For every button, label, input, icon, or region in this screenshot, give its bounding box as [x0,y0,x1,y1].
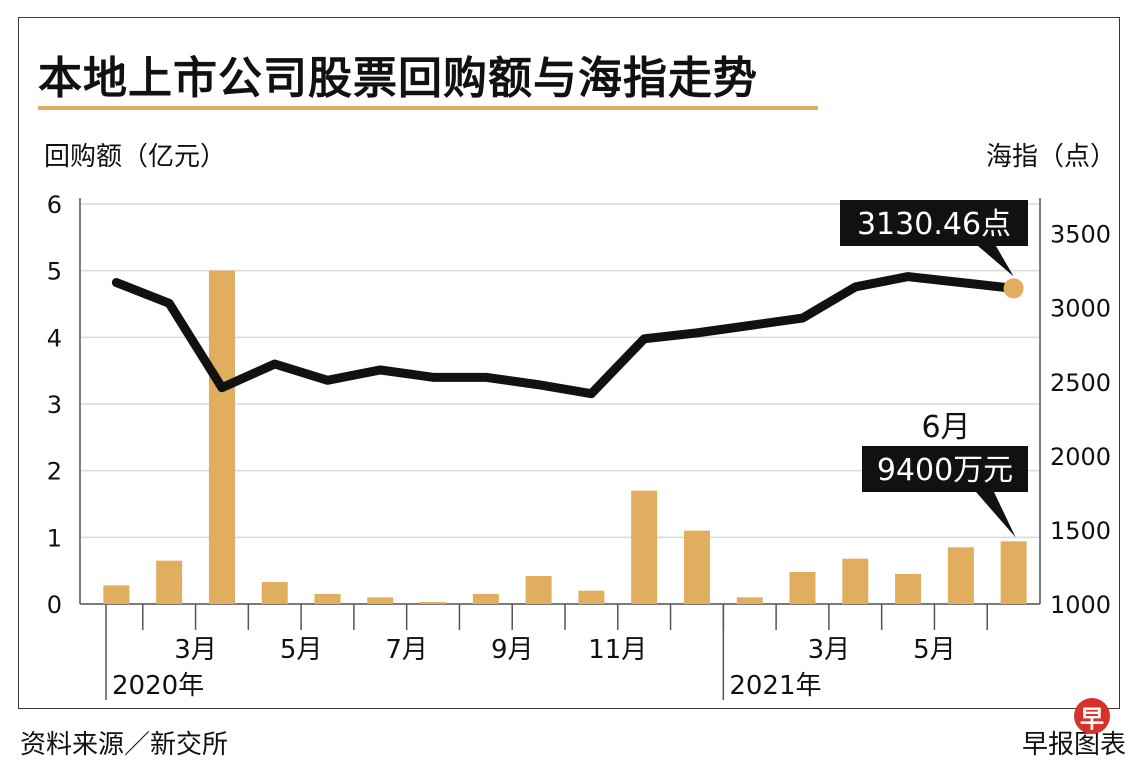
chart-frame [18,17,1120,709]
x-tick-label: 3月 [808,635,851,665]
x-tick-label: 7月 [385,635,428,665]
x-tick-label: 5月 [280,635,323,665]
year-label: 2021年 [729,671,821,701]
x-tick-label: 5月 [913,635,956,665]
bar [472,594,499,604]
title-underline [38,106,818,110]
bar-callout-label: 9400万元 [877,453,1013,488]
right-tick-label: 3000 [1050,295,1111,323]
chart-title: 本地上市公司股票回购额与海指走势 [38,53,758,104]
chart-credit: 早报图表 [1021,730,1126,760]
bar [525,576,552,604]
bar [578,590,605,604]
bar [261,582,288,604]
x-tick-label: 3月 [174,635,217,665]
index-line [111,272,1019,399]
left-tick-label: 1 [47,524,62,552]
x-tick-label: 9月 [491,635,534,665]
bar-callout-pointer [976,492,1016,538]
left-tick-label: 2 [47,458,62,486]
x-tick-label: 11月 [588,635,647,665]
year-label: 2020年 [112,671,204,701]
bar-callout-box [862,446,1028,492]
right-tick-label: 2500 [1050,369,1111,397]
line-end-marker [1003,278,1024,299]
bar [631,490,658,604]
bar [736,597,763,604]
bar [103,585,130,604]
right-tick-label: 1000 [1050,591,1111,619]
right-tick-label: 3500 [1050,221,1111,249]
bar [789,572,816,604]
left-tick-label: 5 [47,258,62,286]
bar [208,270,235,604]
bar-callout-month: 6月 [921,410,970,445]
line-callout-label: 3130.46点 [857,207,1011,242]
bar [156,560,183,604]
right-tick-label: 1500 [1050,517,1111,545]
bar [314,594,341,604]
left-axis-title: 回购额（亿元） [44,142,227,172]
right-tick-label: 2000 [1050,443,1111,471]
zaobao-logo: 早 [1074,698,1110,734]
line-callout-box [840,200,1028,246]
bar [895,574,922,604]
bar [367,597,394,604]
left-tick-label: 0 [47,591,62,619]
left-tick-label: 4 [47,324,62,352]
bar [842,558,869,604]
bar [947,547,974,604]
bar [1000,541,1027,604]
bar [683,530,710,604]
bar [420,602,447,604]
line-callout-pointer [978,246,1014,277]
left-tick-label: 3 [47,391,62,419]
right-axis-title: 海指（点） [985,142,1116,172]
left-tick-label: 6 [47,191,62,219]
source-note: 资料来源／新交所 [20,730,229,760]
